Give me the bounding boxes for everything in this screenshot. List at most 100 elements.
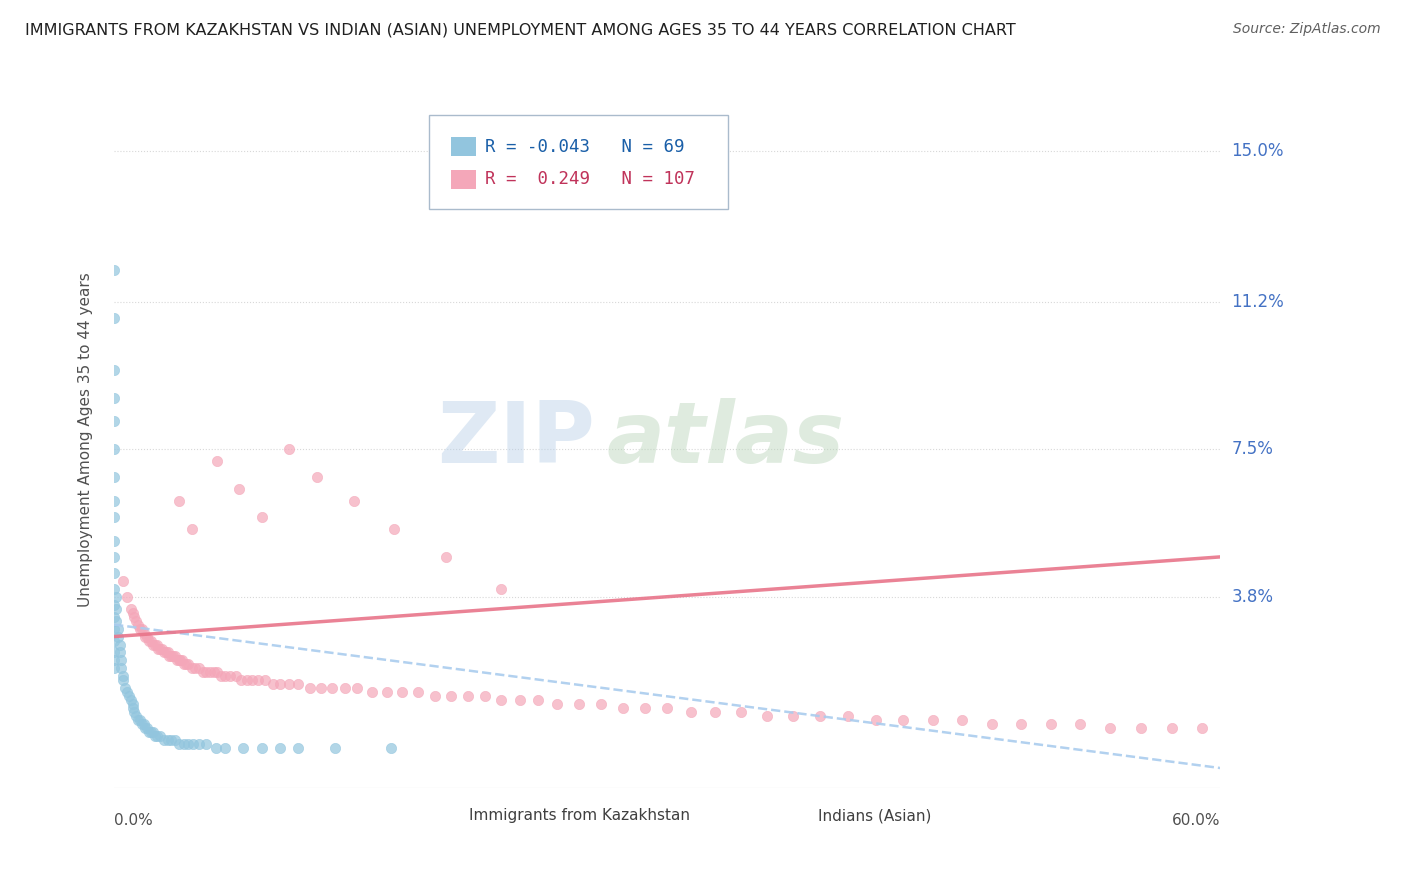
Point xyxy=(120,601,142,615)
Point xyxy=(172,653,194,667)
Point xyxy=(166,653,188,667)
FancyBboxPatch shape xyxy=(789,809,807,822)
Point xyxy=(219,669,242,683)
Text: 3.8%: 3.8% xyxy=(1232,588,1274,606)
Point xyxy=(173,737,195,751)
Point xyxy=(1010,717,1032,731)
Point xyxy=(474,690,496,704)
Point xyxy=(287,677,309,691)
Point xyxy=(269,677,291,691)
Point xyxy=(132,717,155,731)
Text: 7.5%: 7.5% xyxy=(1232,441,1274,458)
Point xyxy=(321,681,343,696)
Point xyxy=(124,705,146,719)
Point xyxy=(278,442,301,457)
Text: 0.0%: 0.0% xyxy=(114,813,153,828)
Point xyxy=(704,705,727,719)
Point xyxy=(108,638,131,652)
Point xyxy=(108,646,131,660)
Point xyxy=(114,681,136,696)
Point xyxy=(138,725,160,739)
Point xyxy=(127,617,149,632)
Point xyxy=(214,669,236,683)
Point xyxy=(174,657,197,672)
Point xyxy=(103,362,125,376)
Point xyxy=(434,549,457,564)
Point xyxy=(325,741,347,756)
Point xyxy=(150,641,173,656)
Point xyxy=(568,698,591,712)
Point xyxy=(103,442,125,457)
Point xyxy=(865,713,887,727)
Point xyxy=(103,310,125,325)
Point xyxy=(309,681,332,696)
Point xyxy=(103,263,125,277)
Text: ZIP: ZIP xyxy=(437,398,595,481)
Point xyxy=(180,661,202,675)
Point xyxy=(131,622,153,636)
Point xyxy=(142,725,165,739)
Point xyxy=(139,725,162,739)
Point xyxy=(131,717,153,731)
Point xyxy=(121,606,143,620)
Point xyxy=(921,713,943,727)
Point xyxy=(115,590,138,604)
Point xyxy=(240,673,263,688)
Point xyxy=(250,741,273,756)
Point xyxy=(1098,721,1121,735)
Point xyxy=(262,677,284,691)
Point xyxy=(124,609,146,624)
Point xyxy=(491,582,513,596)
Point xyxy=(134,721,156,735)
Point xyxy=(167,494,190,508)
Point xyxy=(527,693,550,707)
Point xyxy=(382,522,405,536)
Text: R =  0.249   N = 107: R = 0.249 N = 107 xyxy=(485,170,695,188)
Point xyxy=(657,701,679,715)
Point xyxy=(209,669,232,683)
Point xyxy=(125,614,148,628)
Point xyxy=(153,646,176,660)
Point xyxy=(103,566,125,580)
Point xyxy=(156,733,179,747)
Point xyxy=(278,677,301,691)
Point xyxy=(104,601,127,615)
Point xyxy=(121,698,143,712)
Point xyxy=(177,737,200,751)
Point xyxy=(103,391,125,405)
Point xyxy=(380,741,402,756)
Point xyxy=(546,698,568,712)
FancyBboxPatch shape xyxy=(429,115,728,210)
Point xyxy=(145,729,167,743)
Point xyxy=(782,709,804,723)
Point xyxy=(167,737,190,751)
Point xyxy=(191,665,214,680)
Point xyxy=(103,549,125,564)
Text: IMMIGRANTS FROM KAZAKHSTAN VS INDIAN (ASIAN) UNEMPLOYMENT AMONG AGES 35 TO 44 YE: IMMIGRANTS FROM KAZAKHSTAN VS INDIAN (AS… xyxy=(25,22,1017,37)
Point xyxy=(1191,721,1213,735)
Point xyxy=(423,690,446,704)
Point xyxy=(250,510,273,524)
Point xyxy=(162,649,184,664)
Point xyxy=(103,582,125,596)
Point xyxy=(634,701,657,715)
Y-axis label: Unemployment Among Ages 35 to 44 years: Unemployment Among Ages 35 to 44 years xyxy=(79,272,93,607)
Point xyxy=(169,653,191,667)
Point xyxy=(1130,721,1153,735)
Point xyxy=(157,649,180,664)
Point xyxy=(232,741,254,756)
Text: Immigrants from Kazakhstan: Immigrants from Kazakhstan xyxy=(470,808,690,823)
Point xyxy=(103,661,125,675)
Text: 60.0%: 60.0% xyxy=(1171,813,1220,828)
Point xyxy=(138,633,160,648)
Point xyxy=(136,721,159,735)
Point xyxy=(681,705,703,719)
Point xyxy=(589,698,612,712)
Point xyxy=(195,665,218,680)
Point xyxy=(103,533,125,548)
Point xyxy=(375,685,398,699)
Point xyxy=(129,713,152,727)
Point xyxy=(110,653,132,667)
Point xyxy=(228,482,250,496)
Point xyxy=(491,693,513,707)
